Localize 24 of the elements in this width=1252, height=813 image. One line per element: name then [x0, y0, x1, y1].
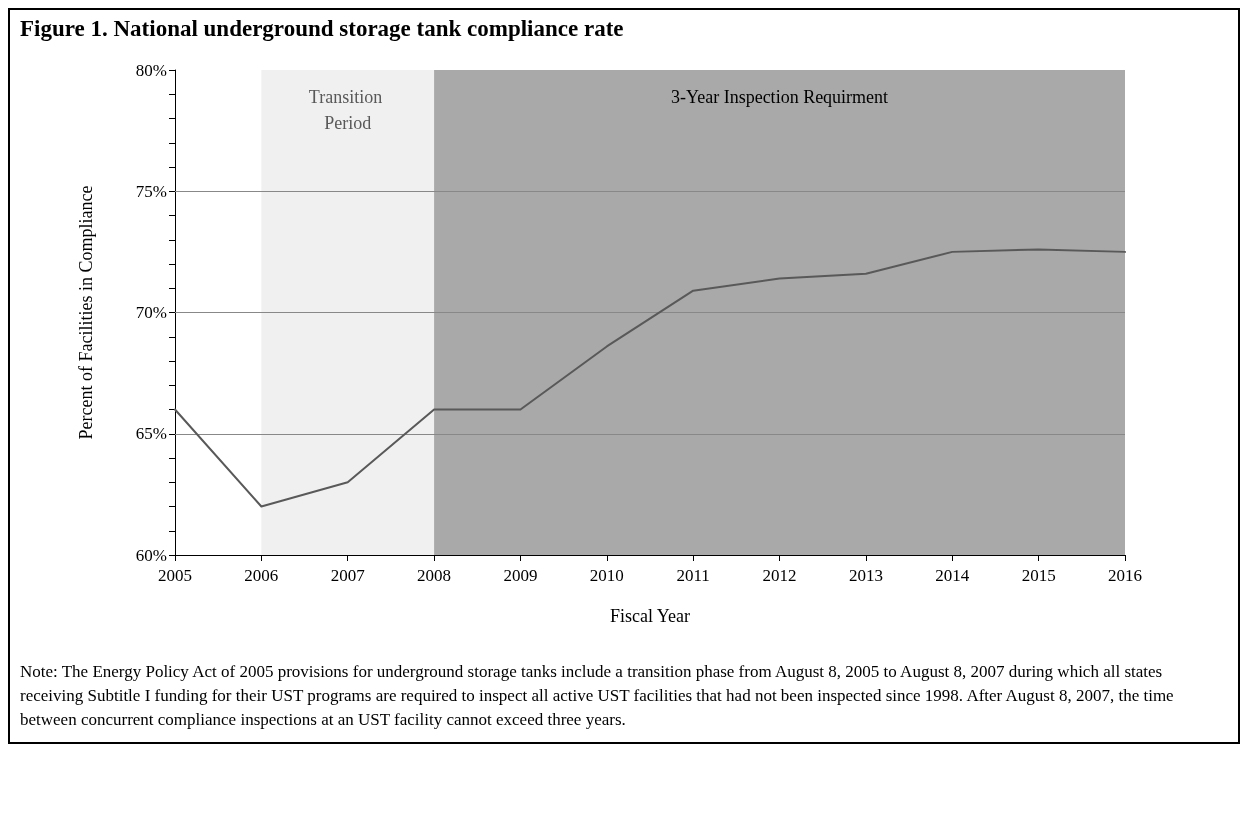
- x-tick-label: 2005: [158, 566, 192, 585]
- y-tick-label: 65%: [135, 424, 167, 444]
- x-tick-label: 2014: [935, 566, 970, 585]
- x-tick-label: 2010: [589, 566, 624, 585]
- y-tick-label: 80%: [135, 60, 167, 80]
- x-tick-label: 2008: [417, 566, 452, 585]
- x-tick-label: 2015: [1021, 566, 1056, 585]
- x-tick-label: 2009: [503, 566, 538, 585]
- x-tick-label: 2011: [676, 566, 710, 585]
- y-tick-label: 70%: [135, 303, 167, 322]
- x-tick-label: 2012: [762, 566, 797, 585]
- y-tick-label: 75%: [135, 181, 167, 201]
- x-tick-label: 2016: [1108, 566, 1142, 585]
- x-tick-label: 2013: [848, 566, 883, 585]
- y-axis-title: Percent of Facilities in Compliance: [76, 185, 96, 440]
- band-label: 3-Year Inspection Requirment: [670, 87, 889, 107]
- x-tick-label: 2007: [330, 566, 366, 585]
- line-series: [174, 248, 1126, 508]
- chart-title: Figure 1. National underground storage tank compliance rate: [20, 16, 625, 42]
- text: Note: The Energy Policy Act of 2005 provisions for underground storage tanks include a transition phase from August 8, 2005 to August 8, 2007 during which all states receiving Subtitle I funding for their UST programs are required to inspect all active UST facilities that had not been inspected since 1998. After August 8, 2007, the time between concurrent compliance inspections at an UST facility cannot exceed three years.: [20, 661, 1175, 731]
- x-axis-title: Fiscal Year: [610, 606, 690, 626]
- band-label: Transition Period: [308, 87, 387, 133]
- x-tick-label: 2006: [244, 566, 279, 585]
- y-tick-label: 60%: [135, 545, 167, 565]
